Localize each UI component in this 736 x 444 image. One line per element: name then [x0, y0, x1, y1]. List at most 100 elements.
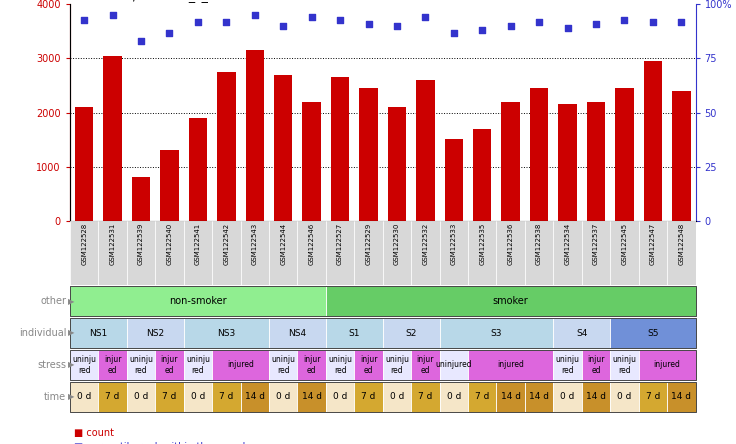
Bar [132, 178, 150, 221]
Text: injur
ed: injur ed [104, 355, 121, 375]
Text: ▶: ▶ [68, 297, 75, 305]
Point [476, 27, 488, 34]
Bar [246, 50, 264, 221]
Text: NS3: NS3 [217, 329, 236, 337]
Bar [70, 317, 127, 349]
Text: uninju
red: uninju red [556, 355, 579, 375]
Bar [383, 349, 411, 381]
Bar [269, 349, 297, 381]
Bar [411, 349, 439, 381]
Bar [326, 381, 354, 412]
Bar [610, 349, 639, 381]
Text: individual: individual [18, 328, 66, 338]
Bar [212, 221, 241, 285]
Text: GSM122537: GSM122537 [593, 222, 599, 265]
Bar [473, 129, 492, 221]
Bar [297, 349, 326, 381]
Bar [497, 221, 525, 285]
Text: 7 d: 7 d [219, 392, 233, 401]
Bar [667, 381, 696, 412]
Bar [212, 381, 241, 412]
Text: GSM122534: GSM122534 [565, 222, 570, 265]
Bar [70, 221, 99, 285]
Text: 14 d: 14 d [671, 392, 691, 401]
Text: 14 d: 14 d [529, 392, 549, 401]
Point [562, 25, 573, 32]
Bar [326, 317, 383, 349]
Text: GDS2495 / 201898_s_at: GDS2495 / 201898_s_at [70, 0, 220, 2]
Bar [326, 349, 354, 381]
Point [277, 23, 289, 30]
Text: S3: S3 [491, 329, 502, 337]
Text: injured: injured [498, 361, 524, 369]
Text: uninju
red: uninju red [72, 355, 96, 375]
Text: 7 d: 7 d [361, 392, 375, 401]
Bar [439, 317, 553, 349]
Bar [217, 72, 236, 221]
Bar [99, 381, 127, 412]
Bar [103, 56, 122, 221]
Text: uninju
red: uninju red [385, 355, 409, 375]
Point [647, 18, 659, 25]
Bar [439, 221, 468, 285]
Bar [639, 221, 667, 285]
Text: ▶: ▶ [68, 329, 75, 337]
Point [107, 12, 118, 19]
Point [676, 18, 687, 25]
Point [590, 20, 602, 28]
Point [420, 14, 431, 21]
Bar [269, 381, 297, 412]
Bar [581, 221, 610, 285]
Bar [330, 77, 350, 221]
Bar [439, 381, 468, 412]
Bar [559, 104, 577, 221]
Bar [188, 118, 207, 221]
Text: GSM122545: GSM122545 [621, 222, 627, 265]
Text: GSM122542: GSM122542 [223, 222, 230, 265]
Text: GSM122547: GSM122547 [650, 222, 656, 265]
Bar [326, 221, 354, 285]
Text: injur
ed: injur ed [160, 355, 178, 375]
Bar [302, 102, 321, 221]
Bar [70, 285, 326, 317]
Text: uninjured: uninjured [436, 361, 472, 369]
Bar [468, 349, 553, 381]
Text: 0 d: 0 d [276, 392, 291, 401]
Bar [525, 221, 553, 285]
Bar [70, 381, 99, 412]
Bar [359, 88, 378, 221]
Text: 0 d: 0 d [560, 392, 575, 401]
Text: GSM122544: GSM122544 [280, 222, 286, 265]
Bar [354, 349, 383, 381]
Text: ▶: ▶ [68, 361, 75, 369]
Bar [643, 61, 662, 221]
Text: uninju
red: uninju red [612, 355, 637, 375]
Bar [610, 381, 639, 412]
Bar [672, 91, 690, 221]
Text: injured: injured [654, 361, 681, 369]
Bar [184, 381, 212, 412]
Text: smoker: smoker [493, 296, 528, 306]
Text: 0 d: 0 d [77, 392, 91, 401]
Text: GSM122543: GSM122543 [252, 222, 258, 265]
Bar [297, 381, 326, 412]
Text: ■ count: ■ count [74, 428, 113, 438]
Text: GSM122530: GSM122530 [394, 222, 400, 265]
Bar [127, 221, 155, 285]
Text: 14 d: 14 d [500, 392, 520, 401]
Bar [127, 317, 184, 349]
Point [448, 29, 460, 36]
Text: GSM122532: GSM122532 [422, 222, 428, 265]
Point [618, 16, 630, 23]
Bar [269, 221, 297, 285]
Bar [184, 317, 269, 349]
Bar [416, 80, 435, 221]
Bar [354, 381, 383, 412]
Text: injured: injured [227, 361, 254, 369]
Text: S5: S5 [647, 329, 659, 337]
Text: NS1: NS1 [89, 329, 107, 337]
Text: GSM122531: GSM122531 [110, 222, 116, 265]
Text: S2: S2 [406, 329, 417, 337]
Bar [155, 349, 184, 381]
Text: injur
ed: injur ed [417, 355, 434, 375]
